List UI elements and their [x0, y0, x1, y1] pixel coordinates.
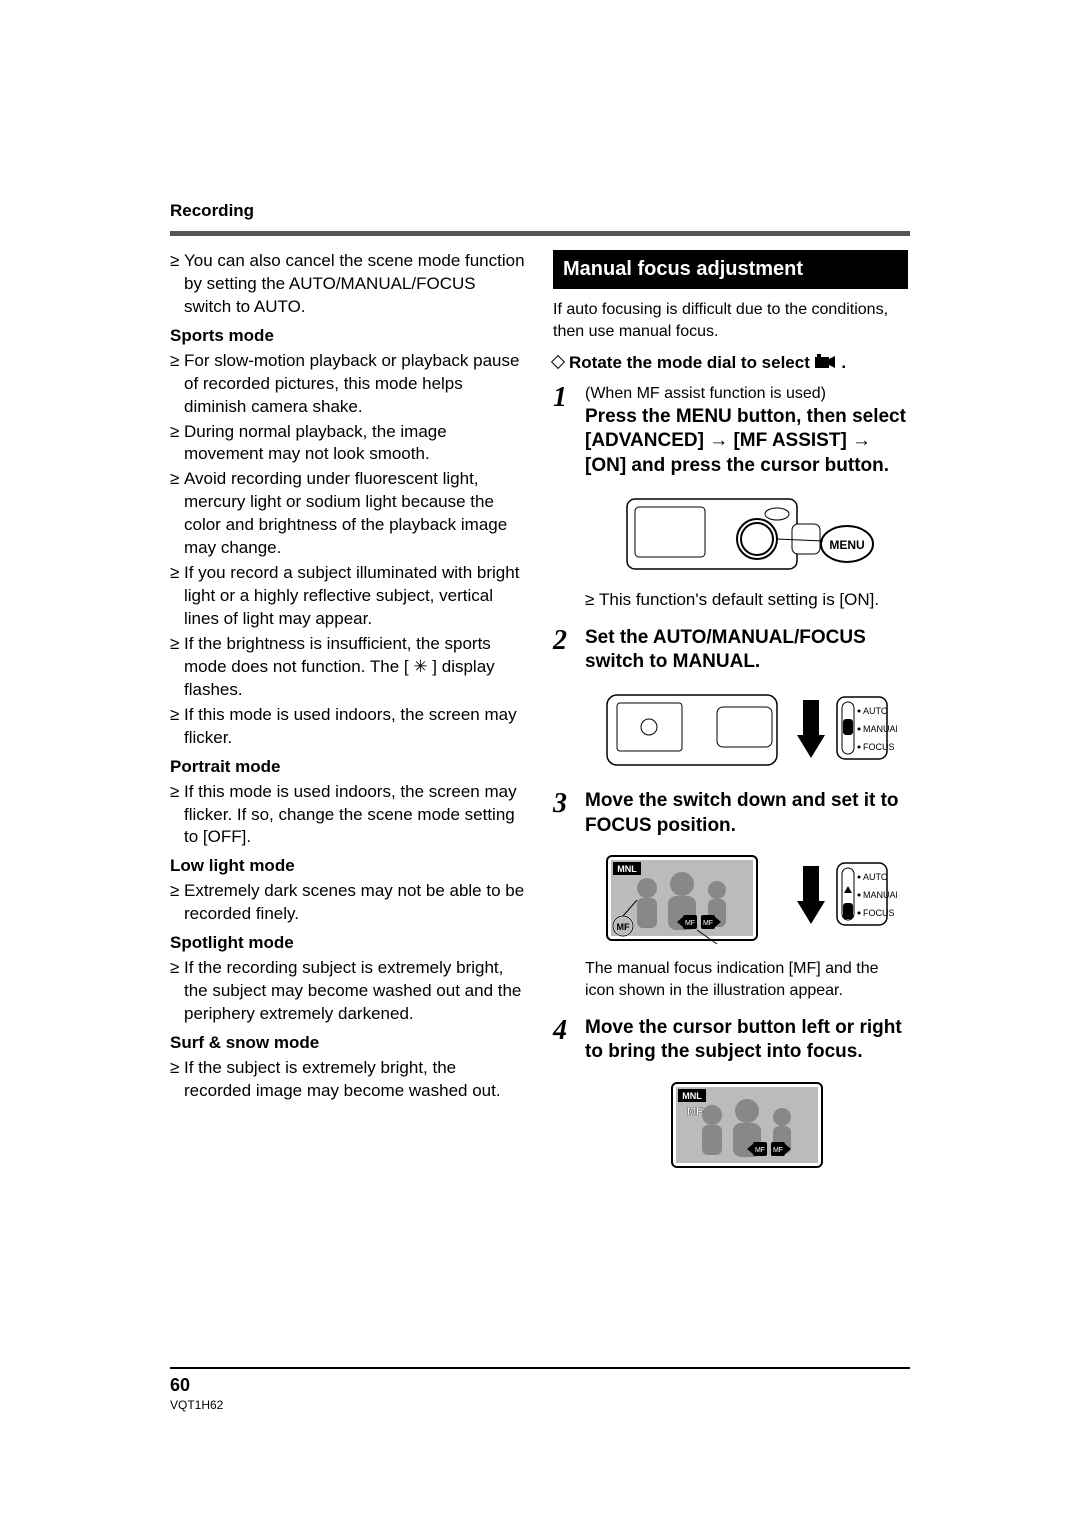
- list-item: During normal playback, the image moveme…: [170, 421, 525, 467]
- portrait-bullets: If this mode is used indoors, the screen…: [170, 781, 525, 850]
- intro-bullet-list: You can also cancel the scene mode funct…: [170, 250, 525, 319]
- step-4: Move the cursor button left or right to …: [553, 1016, 908, 1175]
- list-item: For slow-motion playback or playback pau…: [170, 350, 525, 419]
- step-2-body: Set the AUTO/MANUAL/FOCUS switch to MANU…: [585, 626, 908, 675]
- footer-rule: [170, 1367, 910, 1369]
- svg-text:FOCUS: FOCUS: [863, 908, 895, 918]
- svg-text:MANUAL: MANUAL: [863, 724, 897, 734]
- mode-heading-surfsnow: Surf & snow mode: [170, 1032, 525, 1055]
- surfsnow-bullets: If the subject is extremely bright, the …: [170, 1057, 525, 1103]
- list-item: Extremely dark scenes may not be able to…: [170, 880, 525, 926]
- step-1-illustration: MENU: [585, 489, 908, 579]
- menu-label: MENU: [829, 538, 864, 552]
- period: .: [837, 353, 846, 372]
- right-column: Manual focus adjustment If auto focusing…: [553, 250, 908, 1189]
- step-2: Set the AUTO/MANUAL/FOCUS switch to MANU…: [553, 626, 908, 775]
- mode-heading-portrait: Portrait mode: [170, 756, 525, 779]
- step-4-illustration: MNL MF MF MF: [585, 1075, 908, 1175]
- svg-text:MF: MF: [687, 1106, 703, 1118]
- spotlight-bullets: If the recording subject is extremely br…: [170, 957, 525, 1026]
- step-3-illustration: MNL MF MF MF: [585, 848, 908, 948]
- intro-text: If auto focusing is difficult due to the…: [553, 299, 908, 342]
- svg-text:MNL: MNL: [617, 864, 637, 874]
- list-item: You can also cancel the scene mode funct…: [170, 250, 525, 319]
- page-number: 60: [170, 1373, 910, 1397]
- list-item: If the brightness is insufficient, the s…: [170, 633, 525, 702]
- svg-text:MF: MF: [702, 920, 712, 927]
- list-item: If this mode is used indoors, the screen…: [170, 781, 525, 850]
- step-3-body: Move the switch down and set it to FOCUS…: [585, 789, 908, 838]
- list-item: If the subject is extremely bright, the …: [170, 1057, 525, 1103]
- page-footer: 60 VQT1H62: [170, 1367, 910, 1413]
- steps-list: (When MF assist function is used) Press …: [553, 383, 908, 1175]
- section-header: Recording: [170, 200, 910, 223]
- step-text: [MF ASSIST]: [728, 430, 852, 451]
- document-id: VQT1H62: [170, 1397, 910, 1413]
- step-1: (When MF assist function is used) Press …: [553, 383, 908, 612]
- mode-dial-icon: [815, 354, 837, 377]
- columns: You can also cancel the scene mode funct…: [170, 250, 910, 1189]
- svg-text:MF: MF: [754, 1147, 764, 1154]
- list-item: If this mode is used indoors, the screen…: [170, 704, 525, 750]
- step-1-post-bullets: This function's default setting is [ON].: [585, 589, 908, 612]
- sports-bullets: For slow-motion playback or playback pau…: [170, 350, 525, 750]
- mode-heading-sports: Sports mode: [170, 325, 525, 348]
- svg-text:MANUAL: MANUAL: [863, 890, 897, 900]
- step-4-body: Move the cursor button left or right to …: [585, 1016, 908, 1065]
- rotate-dial-text: Rotate the mode dial to select: [569, 353, 815, 372]
- list-item: If the recording subject is extremely br…: [170, 957, 525, 1026]
- step-3: Move the switch down and set it to FOCUS…: [553, 789, 908, 1002]
- step-1-body: Press the MENU button, then select [ADVA…: [585, 405, 908, 479]
- step-2-illustration: AUTO MANUAL FOCUS: [585, 685, 908, 775]
- list-item: Avoid recording under fluorescent light,…: [170, 468, 525, 560]
- svg-text:AUTO: AUTO: [863, 706, 888, 716]
- mode-heading-lowlight: Low light mode: [170, 855, 525, 878]
- manual-focus-banner: Manual focus adjustment: [553, 250, 908, 289]
- header-divider: [170, 231, 910, 236]
- step-3-post-text: The manual focus indication [MF] and the…: [585, 958, 908, 1001]
- rotate-dial-line: Rotate the mode dial to select .: [553, 352, 908, 377]
- page-content: Recording You can also cancel the scene …: [170, 200, 910, 1189]
- svg-text:FOCUS: FOCUS: [863, 742, 895, 752]
- svg-text:MF: MF: [772, 1147, 782, 1154]
- svg-text:MF: MF: [684, 920, 694, 927]
- arrow-icon: →: [852, 430, 871, 451]
- diamond-icon: [551, 355, 565, 369]
- svg-text:MF: MF: [616, 922, 629, 932]
- arrow-icon: →: [709, 430, 728, 451]
- svg-text:MNL: MNL: [682, 1091, 702, 1101]
- mode-heading-spotlight: Spotlight mode: [170, 932, 525, 955]
- svg-text:AUTO: AUTO: [863, 872, 888, 882]
- step-1-note: (When MF assist function is used): [585, 383, 908, 405]
- list-item: This function's default setting is [ON].: [585, 589, 908, 612]
- left-column: You can also cancel the scene mode funct…: [170, 250, 525, 1189]
- list-item: If you record a subject illuminated with…: [170, 562, 525, 631]
- step-text: [ON] and press the cursor button.: [585, 455, 889, 476]
- lowlight-bullets: Extremely dark scenes may not be able to…: [170, 880, 525, 926]
